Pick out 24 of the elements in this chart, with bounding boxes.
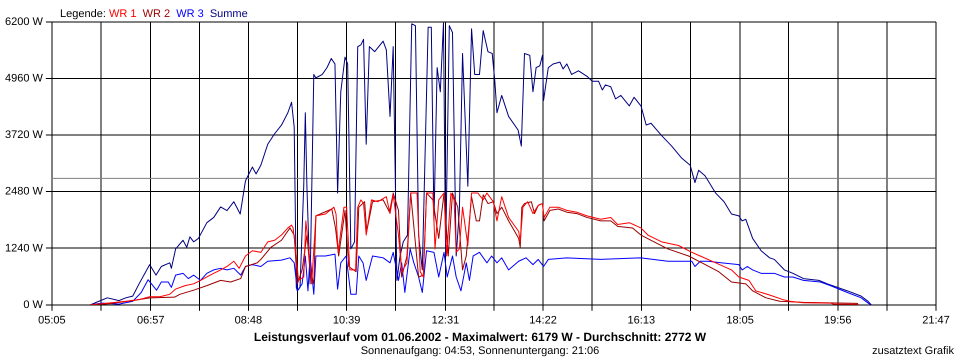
legend-title: Legende: — [60, 8, 106, 20]
y-tick-label: 2480 W — [4, 186, 44, 198]
y-tick-label: 0 W — [23, 298, 44, 311]
text: Summe — [210, 8, 248, 20]
x-tick-label: 19:56 — [824, 314, 852, 326]
y-tick-label: 4960 W — [4, 72, 44, 85]
text: Sonnenaufgang: 04:53, Sonnenuntergang: 21:06 — [360, 345, 600, 357]
x-tick-label: 05:05 — [38, 314, 66, 326]
x-tick-label: 14:22 — [529, 314, 557, 326]
x-tick-label: 12:31 — [432, 314, 460, 326]
text: Leistungsverlauf vom 01.06.2002 - Maximalwert: 6179 W - Durchschnitt: 2772 W — [252, 330, 708, 344]
text: WR 2 — [142, 8, 170, 20]
x-tick-label: 18:05 — [726, 314, 754, 326]
x-tick-label: 06:57 — [136, 314, 164, 326]
text: WR 3 — [176, 8, 204, 20]
text: WR 1 — [108, 8, 136, 20]
y-tick-label: 3720 W — [4, 129, 44, 142]
text: zusatztext Grafik — [872, 345, 954, 357]
x-tick-label: 08:48 — [234, 314, 262, 326]
x-tick-label: 16:13 — [628, 314, 656, 326]
x-tick-label: 21:47 — [922, 314, 950, 326]
y-tick-label: 6200 W — [4, 16, 44, 28]
y-tick-label: 1240 W — [4, 242, 44, 254]
x-tick-label: 10:39 — [332, 314, 360, 326]
